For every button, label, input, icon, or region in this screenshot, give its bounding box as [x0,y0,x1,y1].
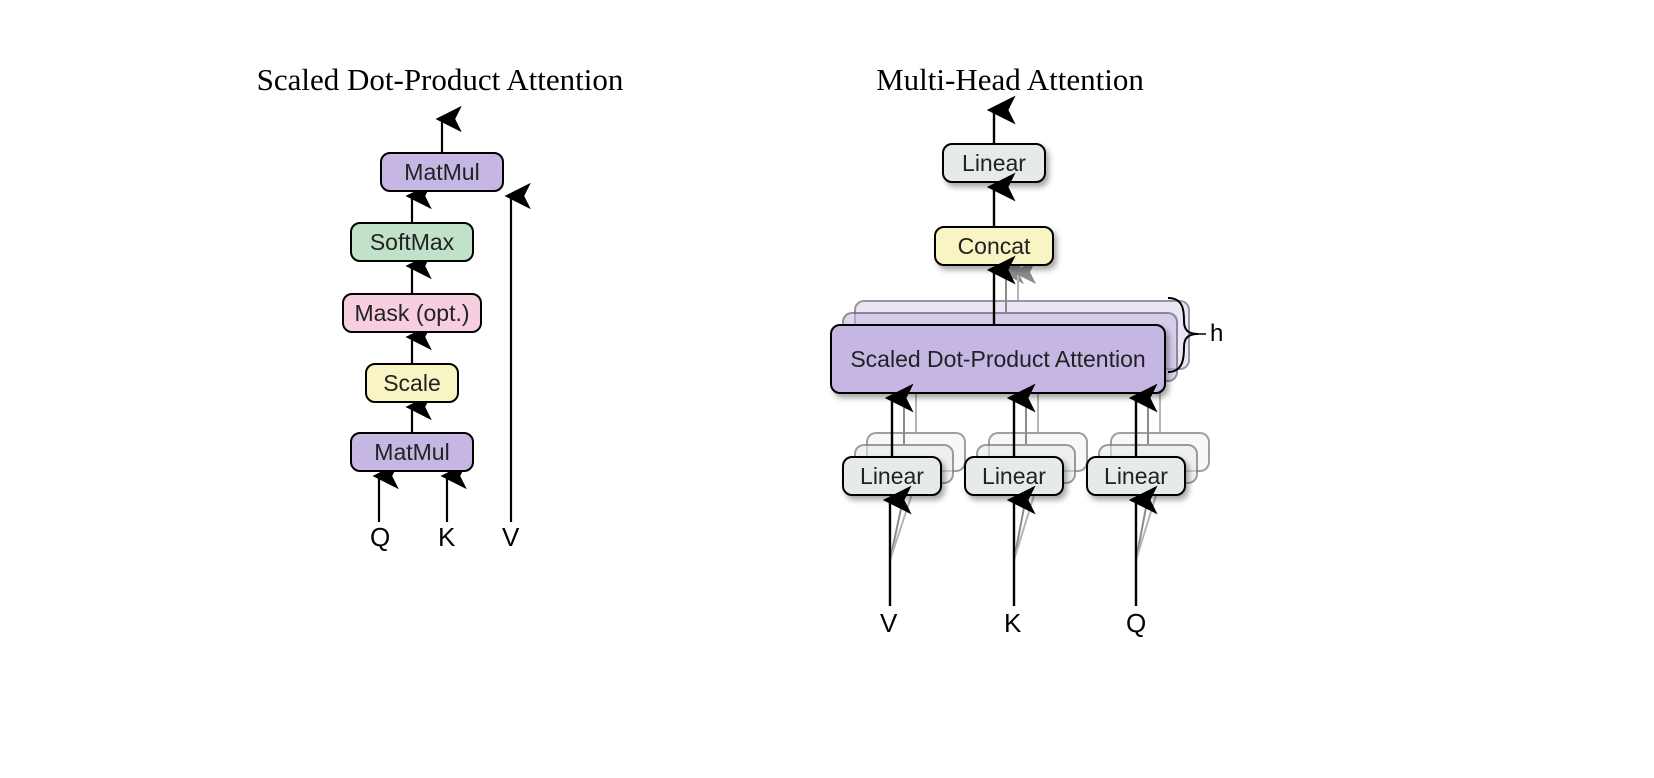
left-title: Scaled Dot-Product Attention [230,62,650,98]
concat-label: Concat [958,233,1031,259]
q-label-right: Q [1126,608,1146,639]
matmul-top-label: MatMul [404,159,479,185]
linear-out-label: Linear [962,150,1026,176]
matmul-bottom-node: MatMul [350,432,474,472]
matmul-top-node: MatMul [380,152,504,192]
right-arrows [0,0,1654,778]
softmax-label: SoftMax [370,229,454,255]
linear-out-node: Linear [942,143,1046,183]
linear-q-label: Linear [1104,463,1168,489]
scale-label: Scale [383,370,441,396]
concat-node: Concat [934,226,1054,266]
right-title: Multi-Head Attention [840,62,1180,98]
k-label-right: K [1004,608,1021,639]
scale-node: Scale [365,363,459,403]
linear-q-node: Linear [1086,456,1186,496]
sdpa-label: Scaled Dot-Product Attention [850,346,1145,372]
right-faded-arrows [0,0,1654,778]
h-brace [0,0,1654,778]
left-arrows [0,0,1654,778]
matmul-bottom-label: MatMul [374,439,449,465]
h-label: h [1210,320,1223,348]
v-label-left: V [502,522,519,553]
mask-node: Mask (opt.) [342,293,482,333]
linear-v-label: Linear [860,463,924,489]
mask-label: Mask (opt.) [354,300,469,326]
v-label-right: V [880,608,897,639]
q-label-left: Q [370,522,390,553]
linear-k-node: Linear [964,456,1064,496]
linear-k-label: Linear [982,463,1046,489]
linear-v-node: Linear [842,456,942,496]
softmax-node: SoftMax [350,222,474,262]
k-label-left: K [438,522,455,553]
sdpa-node: Scaled Dot-Product Attention [830,324,1166,394]
